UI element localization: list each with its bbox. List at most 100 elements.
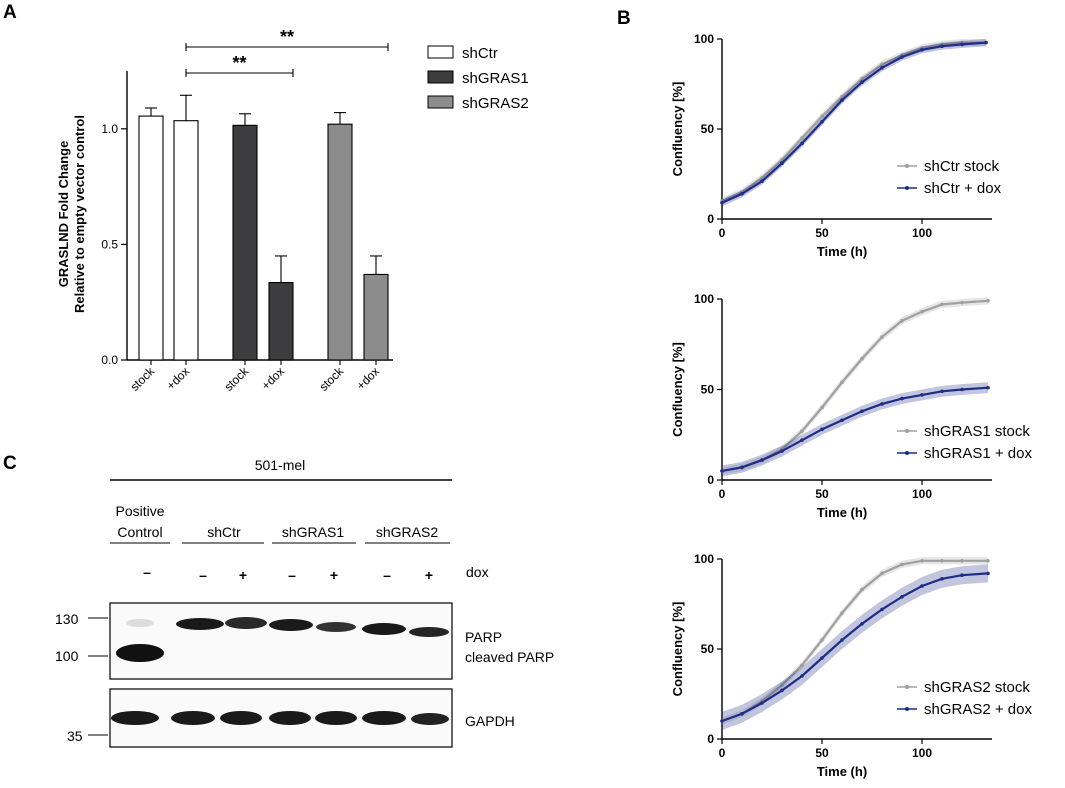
bar bbox=[173, 120, 199, 361]
legend-label: shGRAS1 stock bbox=[924, 423, 1030, 440]
band-gapdh-2 bbox=[171, 711, 215, 725]
blot-label-cleaved-parp: cleaved PARP bbox=[465, 649, 554, 665]
series-point bbox=[986, 571, 990, 576]
panel-letter-b: B bbox=[617, 8, 631, 29]
series-point bbox=[780, 688, 784, 693]
band-parp-6 bbox=[409, 627, 449, 637]
line-chart-ytick-label: 100 bbox=[694, 32, 714, 46]
series-point bbox=[800, 136, 804, 140]
bar-chart-ytick-label: 1.0 bbox=[101, 122, 118, 136]
bar bbox=[232, 124, 258, 361]
panel-letter-a: A bbox=[3, 2, 17, 23]
positive-control-line1: Positive bbox=[115, 503, 164, 519]
legend-label: shGRAS1 bbox=[462, 70, 529, 87]
series-point bbox=[840, 98, 844, 102]
bar-chart-xtick-label: +dox bbox=[354, 364, 383, 393]
line-chart-xtick-label: 100 bbox=[912, 226, 932, 240]
band-gapdh-1 bbox=[111, 711, 159, 725]
line-chart-xlabel: Time (h) bbox=[817, 764, 867, 779]
series-error-band bbox=[722, 557, 988, 725]
legend-label: shGRAS2 bbox=[462, 95, 529, 112]
series-point bbox=[840, 611, 844, 615]
series-point bbox=[900, 562, 904, 567]
series-point bbox=[880, 402, 884, 406]
legend-marker bbox=[905, 164, 909, 168]
band-gapdh-3 bbox=[220, 711, 262, 725]
series-point bbox=[760, 179, 764, 183]
series-point bbox=[960, 559, 964, 563]
legend-label: shCtr stock bbox=[924, 158, 1000, 175]
series-point bbox=[760, 701, 764, 705]
legend-label: shGRAS1 + dox bbox=[924, 445, 1032, 462]
bar-chart-a: GRASLND Fold Change Relative to empty ve… bbox=[56, 27, 529, 394]
series-line bbox=[721, 41, 987, 204]
western-blot: 501-mel Positive Control shCtr shGRAS1 s… bbox=[55, 457, 554, 748]
blot-label-gapdh: GAPDH bbox=[465, 713, 515, 729]
panel-letter-c: C bbox=[3, 453, 17, 474]
band-cleaved-parp-pc bbox=[116, 644, 164, 662]
series-point bbox=[940, 302, 944, 307]
series-point bbox=[880, 335, 884, 339]
dox-sign-4: – bbox=[288, 567, 296, 583]
series-point bbox=[986, 299, 990, 303]
positive-control-line2: Control bbox=[117, 524, 162, 540]
bar-chart-ylabel-line1: GRASLND Fold Change bbox=[56, 141, 71, 288]
series-point bbox=[820, 656, 824, 660]
series-point bbox=[960, 573, 964, 577]
dox-label: dox bbox=[466, 564, 489, 580]
series-point bbox=[960, 300, 964, 305]
band-parp-4 bbox=[316, 622, 356, 632]
blot-parp bbox=[109, 602, 453, 680]
line-chart-ytick-label: 0 bbox=[707, 732, 714, 746]
series-point bbox=[780, 683, 784, 687]
series-line bbox=[721, 572, 989, 723]
series-point bbox=[920, 559, 924, 563]
series-point bbox=[920, 48, 924, 52]
series-point bbox=[860, 622, 864, 626]
series-point bbox=[740, 465, 744, 470]
bar-chart-xtick-label: stock bbox=[221, 364, 251, 394]
series-point bbox=[740, 712, 744, 716]
series-point bbox=[760, 458, 764, 462]
bar-chart-ytick-label: 0.5 bbox=[101, 237, 118, 251]
line-chart-ytick-label: 100 bbox=[694, 552, 714, 566]
series-point bbox=[880, 66, 884, 70]
series-point bbox=[840, 638, 844, 642]
legend-label: shGRAS2 + dox bbox=[924, 701, 1032, 718]
growth-chart-shgras2: 0 50 100 0 50 100 Time (h) Confluency [%] shGRAS… bbox=[670, 552, 1032, 779]
series-point bbox=[920, 584, 924, 588]
series-point bbox=[900, 595, 904, 599]
line-chart-ytick-label: 0 bbox=[707, 473, 714, 487]
series-point bbox=[860, 80, 864, 84]
line-chart-ylabel: Confluency [%] bbox=[670, 602, 685, 697]
series-point bbox=[960, 387, 964, 392]
series-point bbox=[960, 42, 964, 47]
series-point bbox=[780, 157, 784, 162]
dox-sign-3: + bbox=[239, 567, 247, 583]
series-point bbox=[720, 719, 724, 723]
line-chart-xtick-label: 100 bbox=[912, 746, 932, 760]
bar-chart-ylabel-line2: Relative to empty vector control bbox=[72, 115, 87, 313]
dox-sign-2: – bbox=[199, 567, 207, 583]
line-chart-xtick-label: 100 bbox=[912, 487, 932, 501]
band-gapdh-5 bbox=[315, 711, 357, 725]
band-parp-2 bbox=[225, 617, 267, 629]
cell-line-label: 501-mel bbox=[255, 457, 306, 473]
group-label-shctr: shCtr bbox=[207, 524, 241, 540]
series-point bbox=[840, 418, 844, 423]
dox-sign-1: – bbox=[143, 564, 151, 580]
series-point bbox=[780, 161, 784, 165]
series-point bbox=[940, 44, 944, 48]
line-chart-ytick-label: 50 bbox=[701, 383, 715, 397]
series-point bbox=[920, 309, 924, 314]
legend-label: shGRAS2 stock bbox=[924, 679, 1030, 696]
band-parp-3 bbox=[269, 619, 313, 631]
legend-marker bbox=[905, 429, 909, 433]
series-point bbox=[820, 638, 824, 642]
band-gapdh-7 bbox=[411, 713, 449, 725]
line-chart-xtick-label: 0 bbox=[719, 746, 726, 760]
legend-swatch bbox=[427, 95, 454, 109]
series-point bbox=[720, 469, 724, 473]
line-chart-xtick-label: 0 bbox=[719, 226, 726, 240]
